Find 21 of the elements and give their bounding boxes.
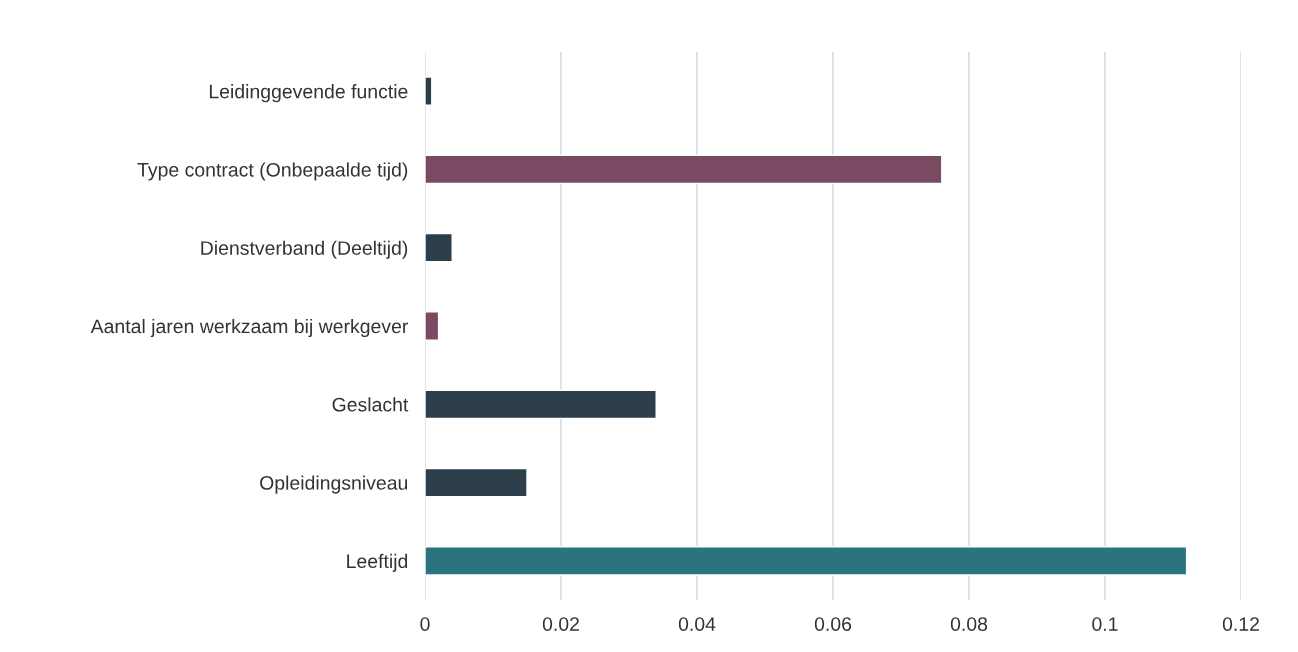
x-tick-label: 0.02 <box>542 617 579 631</box>
bar <box>425 467 528 498</box>
y-tick-label: Dienstverband (Deeltijd) <box>201 240 408 259</box>
x-tick-label: 0 <box>420 617 430 631</box>
y-tick-label: Opleidingsniveau <box>260 475 408 494</box>
bar <box>425 311 440 341</box>
bar <box>425 232 453 263</box>
y-tick-label: Leidinggevende functie <box>209 84 408 103</box>
y-tick-label: Type contract (Onbepaalde tijd) <box>137 162 408 181</box>
x-tick-label: 0.1 <box>1092 617 1118 631</box>
x-tick-label: 0.04 <box>678 617 716 631</box>
bar <box>425 76 433 106</box>
x-tick-label: 0.12 <box>1222 617 1259 631</box>
y-tick-label: Leeftijd <box>347 553 408 572</box>
bar <box>425 546 1188 576</box>
x-tick-label: 0.06 <box>814 617 852 631</box>
y-tick-label: Aantal jaren werkzaam bij werkgever <box>90 318 409 338</box>
bar <box>425 389 657 420</box>
bar <box>425 154 943 185</box>
y-tick-label: Geslacht <box>332 397 409 412</box>
x-tick-label: 0.08 <box>950 617 988 631</box>
